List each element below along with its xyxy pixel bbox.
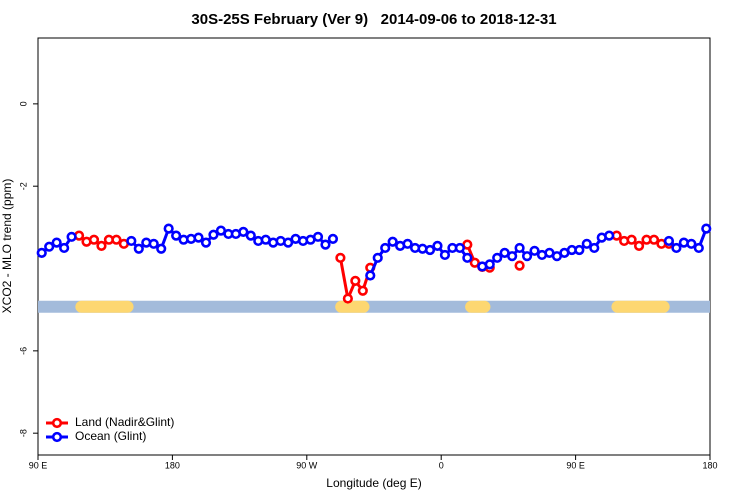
data-point	[66, 231, 77, 242]
data-point	[454, 242, 465, 254]
data-point	[357, 285, 368, 296]
data-point	[88, 234, 100, 245]
legend-marker	[51, 431, 63, 443]
plot-frame	[37, 37, 711, 456]
data-point	[469, 257, 480, 268]
y-tick-label: -2	[18, 182, 28, 190]
data-point	[126, 235, 137, 247]
data-point	[439, 249, 451, 261]
y-tick-label: -6	[18, 347, 28, 355]
data-point	[238, 226, 249, 237]
x-tick-label: 90 E	[566, 460, 585, 470]
data-point	[462, 252, 473, 263]
data-point	[484, 259, 495, 270]
data-point	[693, 242, 704, 254]
data-point	[312, 231, 324, 242]
data-point	[44, 241, 55, 252]
y-axis-label: XCO2 - MLO trend (ppm)	[0, 179, 14, 314]
data-point	[514, 242, 525, 254]
data-point	[163, 223, 174, 234]
x-tick-label: 0	[439, 460, 444, 470]
legend-label: Ocean (Glint)	[75, 429, 146, 443]
data-point	[342, 293, 353, 304]
data-point	[686, 238, 697, 249]
x-axis-label: Longitude (deg E)	[326, 476, 421, 490]
data-point	[581, 238, 592, 249]
data-point	[96, 240, 107, 251]
data-point	[320, 239, 331, 250]
data-point	[283, 237, 294, 248]
data-point	[521, 251, 533, 262]
data-point	[193, 232, 204, 243]
data-point	[200, 237, 212, 248]
chart-title: 30S-25S February (Ver 9) 2014-09-06 to 2…	[191, 11, 556, 28]
data-point	[380, 242, 391, 254]
data-point	[350, 275, 361, 286]
legend-marker	[51, 417, 63, 429]
data-point	[335, 252, 346, 263]
data-point	[156, 243, 167, 254]
data-point	[432, 240, 443, 251]
data-point	[648, 234, 660, 245]
data-point	[208, 229, 219, 240]
data-point	[507, 251, 518, 262]
y-tick-label: -8	[18, 429, 28, 437]
data-point	[633, 240, 645, 251]
data-point	[492, 252, 503, 263]
data-point	[148, 238, 159, 249]
data-point	[111, 234, 122, 245]
x-tick-label: 180	[702, 460, 717, 470]
data-point	[327, 233, 339, 244]
data-point	[387, 236, 398, 247]
data-point	[133, 243, 144, 254]
data-point	[372, 252, 383, 263]
data-point	[514, 260, 525, 271]
y-tick-label: 0	[18, 101, 28, 106]
data-point	[36, 247, 47, 258]
data-point	[51, 237, 62, 248]
data-point	[171, 230, 182, 241]
data-point	[574, 244, 585, 256]
x-tick-label: 90 W	[296, 460, 318, 470]
data-point	[589, 242, 600, 254]
x-tick-label: 90 E	[29, 460, 48, 470]
data-point	[402, 238, 413, 249]
data-point	[424, 244, 436, 256]
data-point	[604, 230, 615, 241]
data-point	[365, 270, 376, 281]
data-point	[626, 234, 637, 245]
legend-label: Land (Nadir&Glint)	[75, 415, 174, 429]
data-point	[663, 235, 675, 247]
data-point	[245, 230, 256, 241]
data-point	[671, 242, 682, 254]
data-point	[59, 242, 70, 254]
data-point	[701, 223, 712, 234]
data-point	[529, 245, 540, 256]
x-tick-label: 180	[165, 460, 180, 470]
